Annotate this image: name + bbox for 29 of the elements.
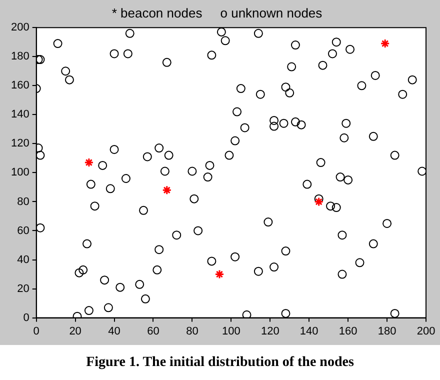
y-tick-label: 0: [23, 312, 30, 324]
chart-title: * beacon nodes o unknown nodes: [112, 5, 323, 20]
x-tick-label: 180: [378, 325, 396, 338]
point: [314, 196, 324, 206]
y-tick-label: 80: [17, 196, 30, 208]
x-tick-label: 140: [300, 325, 318, 338]
x-tick-label: 120: [260, 325, 280, 338]
x-tick-label: 160: [338, 325, 358, 338]
point: [214, 270, 224, 280]
x-tick-label: 100: [222, 325, 240, 338]
y-tick-label: 180: [10, 50, 30, 63]
y-tick-label: 140: [10, 108, 30, 121]
y-tick-label: 40: [17, 254, 30, 266]
x-tick-label: 80: [186, 325, 198, 338]
x-tick-label: 20: [69, 325, 82, 338]
y-tick-label: 60: [17, 224, 30, 237]
point: [380, 38, 390, 48]
point: [162, 185, 172, 195]
y-tick-label: 100: [10, 166, 30, 179]
x-tick-label: 60: [147, 325, 160, 338]
y-tick-label: 20: [17, 282, 30, 295]
x-tick-label: 200: [416, 325, 436, 338]
x-tick-label: 0: [33, 325, 40, 338]
point: [84, 158, 94, 168]
y-tick-label: 120: [10, 138, 30, 150]
y-tick-label: 160: [10, 80, 30, 92]
y-tick-label: 200: [10, 22, 30, 34]
x-tick-label: 40: [108, 325, 120, 338]
caption: Figure 1. The initial distribution of the nodes: [85, 355, 355, 371]
